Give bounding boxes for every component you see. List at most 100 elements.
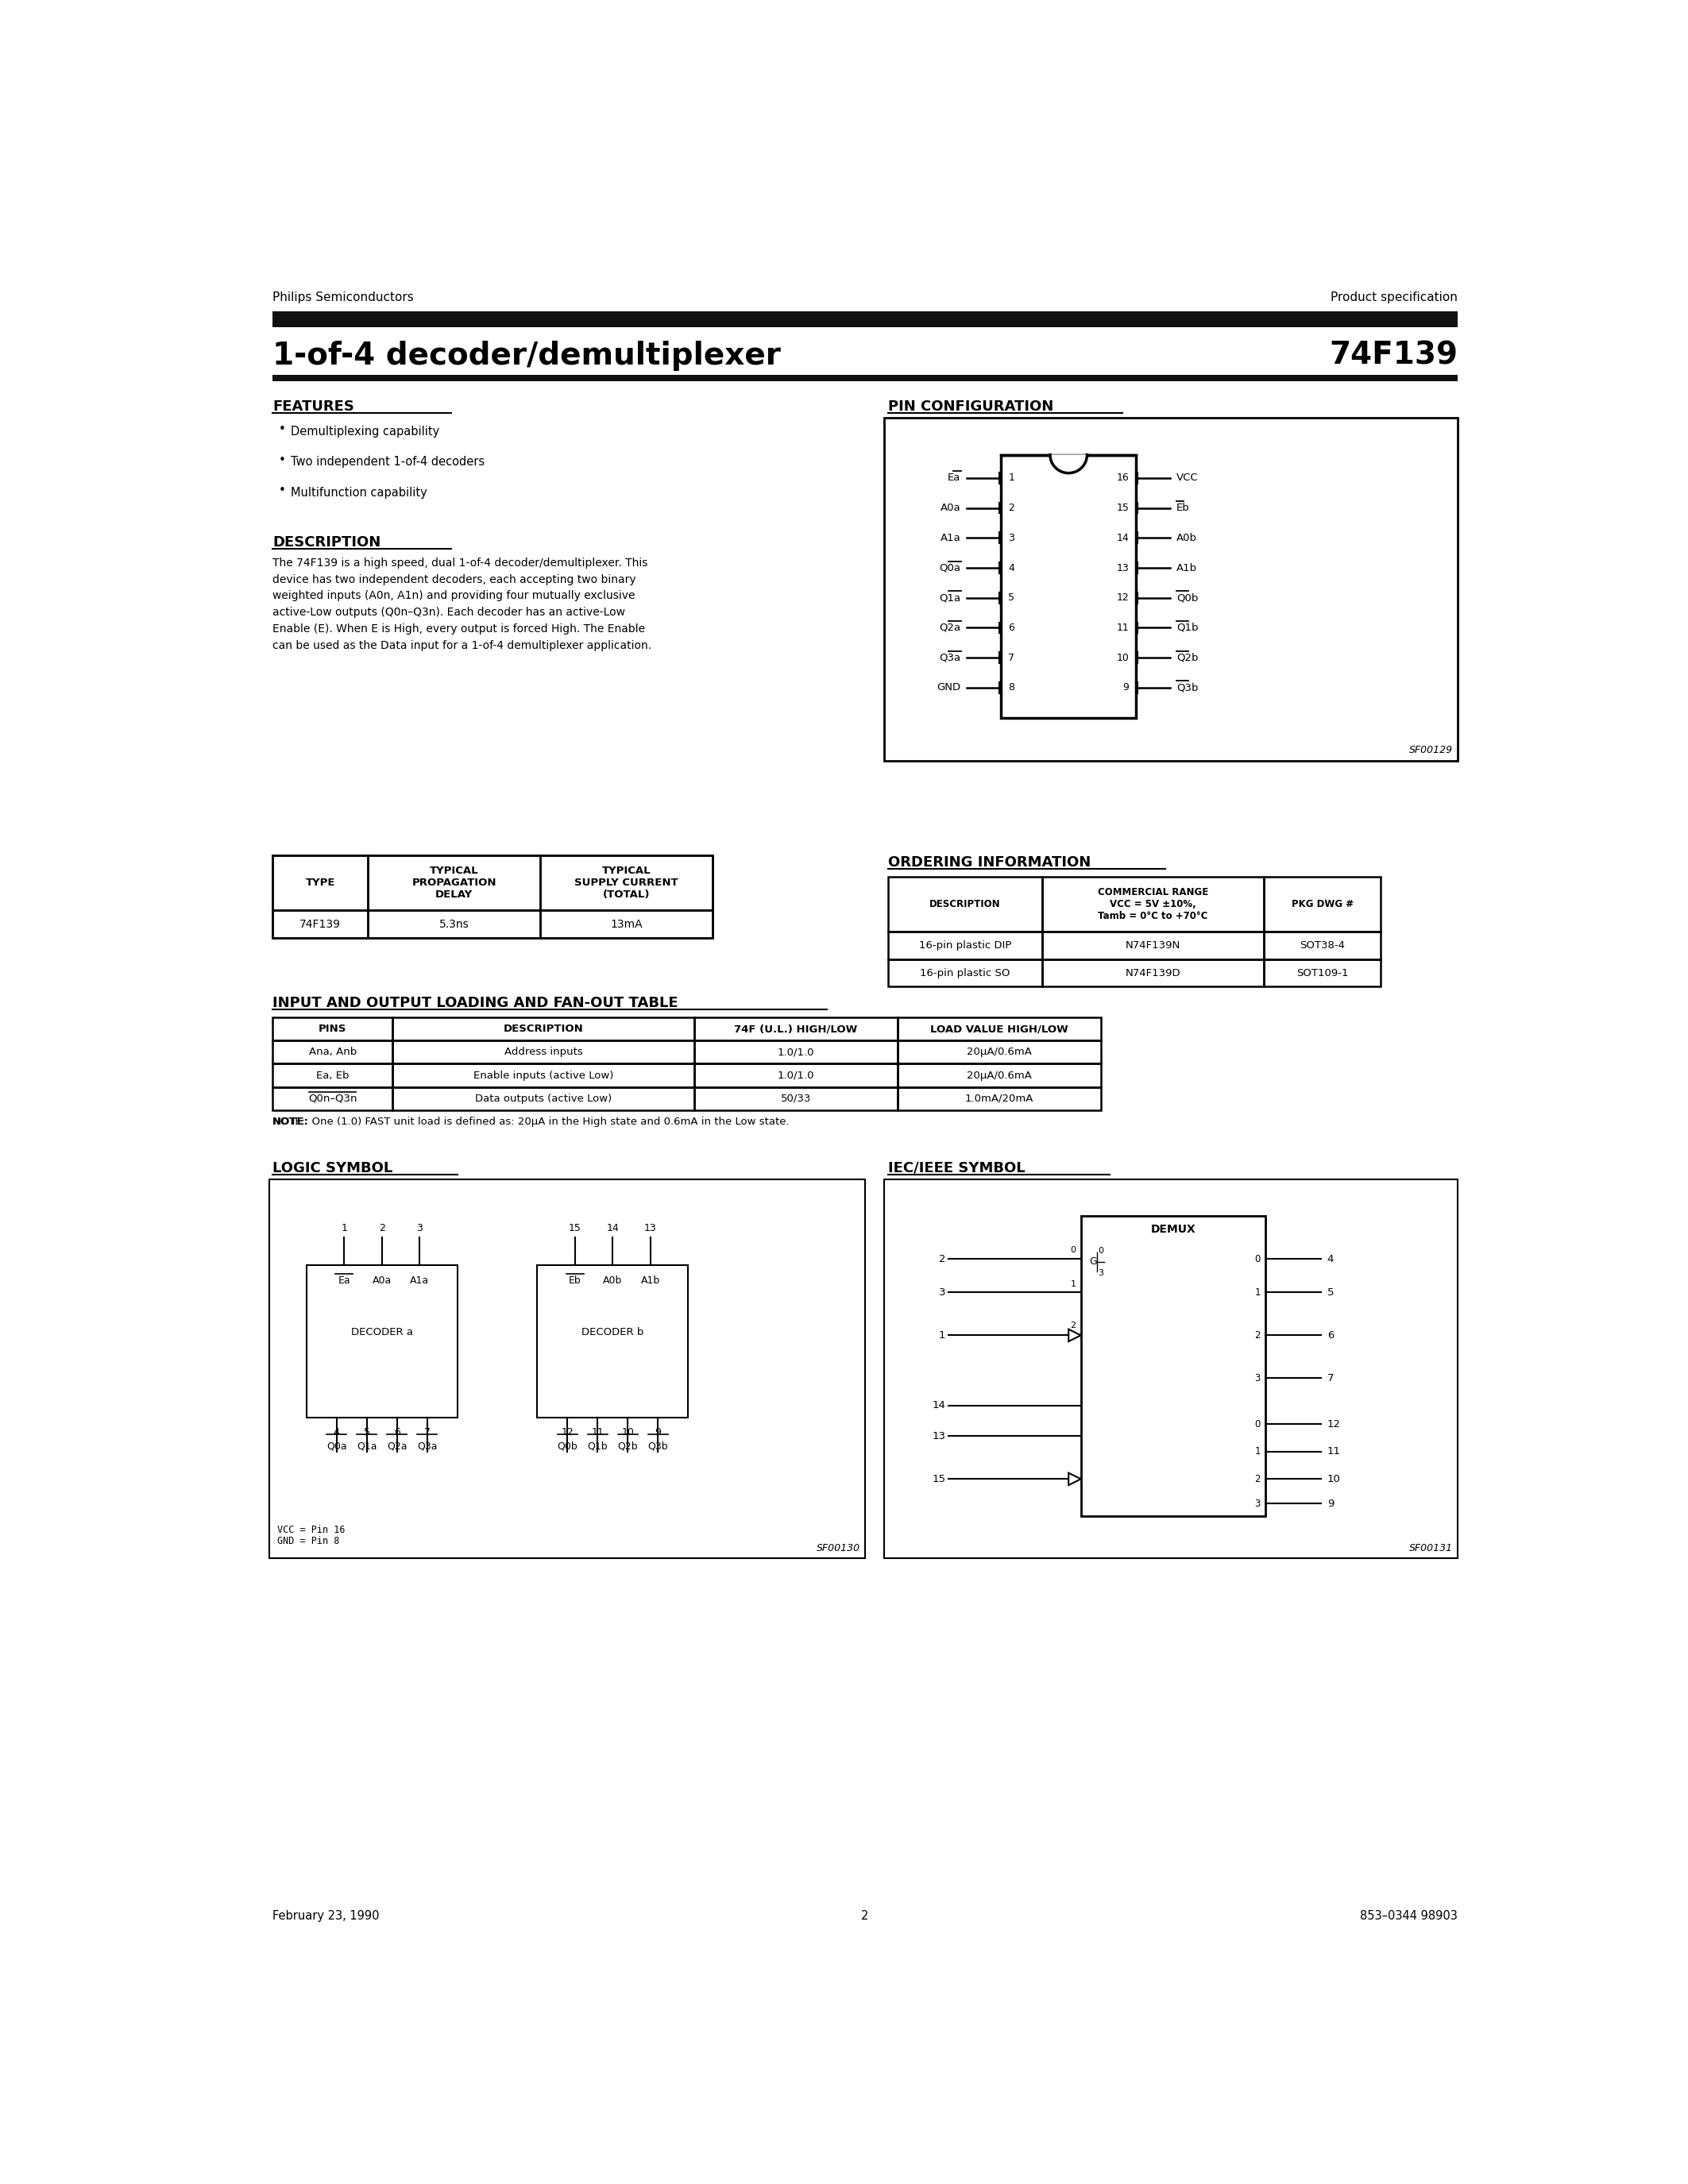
Text: 74F139: 74F139 xyxy=(1328,341,1458,371)
Bar xyxy=(1264,959,1381,987)
Text: 6: 6 xyxy=(1008,622,1014,633)
Text: 10: 10 xyxy=(621,1426,635,1437)
Text: FEATURES: FEATURES xyxy=(272,400,354,415)
Text: N74F139D: N74F139D xyxy=(1126,968,1180,978)
Text: Ea: Ea xyxy=(949,472,960,483)
Text: 1.0mA/20mA: 1.0mA/20mA xyxy=(966,1094,1033,1103)
Text: 74F (U.L.) HIGH/LOW: 74F (U.L.) HIGH/LOW xyxy=(734,1024,858,1033)
Text: 4: 4 xyxy=(334,1426,339,1437)
Bar xyxy=(1041,933,1264,959)
Text: LOAD VALUE HIGH/LOW: LOAD VALUE HIGH/LOW xyxy=(930,1024,1069,1033)
Text: 13: 13 xyxy=(1116,563,1129,572)
Text: NOTE:  One (1.0) FAST unit load is defined as: 20μA in the High state and 0.6mA : NOTE: One (1.0) FAST unit load is define… xyxy=(272,1116,790,1127)
Text: 14: 14 xyxy=(932,1400,945,1411)
Text: A0a: A0a xyxy=(371,1275,392,1286)
Bar xyxy=(272,1040,393,1064)
Text: 50/33: 50/33 xyxy=(780,1094,812,1103)
Text: 20μA/0.6mA: 20μA/0.6mA xyxy=(967,1046,1031,1057)
Bar xyxy=(1264,933,1381,959)
Bar xyxy=(393,1088,694,1109)
Text: Q0n–Q3n: Q0n–Q3n xyxy=(309,1094,358,1103)
Text: Eb: Eb xyxy=(1177,502,1190,513)
Bar xyxy=(272,376,1458,382)
Bar xyxy=(272,856,712,937)
Text: 1: 1 xyxy=(341,1223,348,1234)
Bar xyxy=(537,1265,689,1417)
Text: 16: 16 xyxy=(1116,472,1129,483)
Text: Ea: Ea xyxy=(338,1275,351,1286)
Bar xyxy=(885,1179,1458,1559)
Text: Q2b: Q2b xyxy=(618,1441,638,1452)
Text: TYPE: TYPE xyxy=(306,878,336,889)
Text: VCC = Pin 16: VCC = Pin 16 xyxy=(277,1524,344,1535)
Bar xyxy=(540,911,712,937)
Bar xyxy=(272,1088,393,1109)
Text: Q0a: Q0a xyxy=(326,1441,346,1452)
Text: 15: 15 xyxy=(1116,502,1129,513)
Bar xyxy=(694,1018,898,1040)
Bar xyxy=(272,911,368,937)
Text: 2: 2 xyxy=(861,1911,869,1922)
Text: TYPICAL
PROPAGATION
DELAY: TYPICAL PROPAGATION DELAY xyxy=(412,865,496,900)
Text: 16-pin plastic SO: 16-pin plastic SO xyxy=(920,968,1009,978)
Text: A0b: A0b xyxy=(603,1275,623,1286)
Text: 4: 4 xyxy=(1008,563,1014,572)
Text: 2: 2 xyxy=(1008,502,1014,513)
Text: 2: 2 xyxy=(1254,1474,1261,1485)
Bar xyxy=(272,310,1458,328)
Bar xyxy=(1041,876,1264,933)
Text: 9: 9 xyxy=(1123,684,1129,692)
Text: 7: 7 xyxy=(1008,653,1014,664)
Text: Eb: Eb xyxy=(569,1275,581,1286)
Bar xyxy=(694,1088,898,1109)
Text: INPUT AND OUTPUT LOADING AND FAN-OUT TABLE: INPUT AND OUTPUT LOADING AND FAN-OUT TAB… xyxy=(272,996,679,1011)
Text: can be used as the Data input for a 1-of-4 demultiplexer application.: can be used as the Data input for a 1-of… xyxy=(272,640,652,651)
Bar xyxy=(540,856,712,911)
Text: VCC: VCC xyxy=(1177,472,1198,483)
Text: 16-pin plastic DIP: 16-pin plastic DIP xyxy=(918,941,1011,950)
Bar xyxy=(393,1064,694,1088)
Text: 74F139: 74F139 xyxy=(300,919,341,930)
Text: A1a: A1a xyxy=(410,1275,429,1286)
Bar xyxy=(888,959,1041,987)
Text: 11: 11 xyxy=(1327,1446,1340,1457)
Text: 12: 12 xyxy=(560,1426,574,1437)
Text: Q3a: Q3a xyxy=(939,653,960,664)
Text: ORDERING INFORMATION: ORDERING INFORMATION xyxy=(888,856,1090,869)
Text: 853–0344 98903: 853–0344 98903 xyxy=(1361,1911,1458,1922)
Text: Q0b: Q0b xyxy=(557,1441,577,1452)
Text: 1: 1 xyxy=(939,1330,945,1341)
Text: 5: 5 xyxy=(363,1426,370,1437)
Text: 10: 10 xyxy=(1327,1474,1340,1485)
Text: 14: 14 xyxy=(606,1223,619,1234)
Text: TYPICAL
SUPPLY CURRENT
(TOTAL): TYPICAL SUPPLY CURRENT (TOTAL) xyxy=(574,865,679,900)
Text: 7: 7 xyxy=(1327,1374,1334,1382)
Bar xyxy=(368,911,540,937)
Text: Q2a: Q2a xyxy=(387,1441,407,1452)
Bar xyxy=(694,1064,898,1088)
Text: 14: 14 xyxy=(1116,533,1129,544)
Text: 12: 12 xyxy=(1327,1420,1340,1428)
Text: active-Low outputs (Q0n–Q3n). Each decoder has an active-Low: active-Low outputs (Q0n–Q3n). Each decod… xyxy=(272,607,625,618)
Text: A1b: A1b xyxy=(1177,563,1197,572)
Text: 11: 11 xyxy=(1116,622,1129,633)
Text: Q0a: Q0a xyxy=(940,563,960,572)
Text: 9: 9 xyxy=(1327,1498,1334,1509)
Text: 3: 3 xyxy=(1254,1374,1261,1382)
Bar xyxy=(898,1040,1101,1064)
Text: 6: 6 xyxy=(393,1426,400,1437)
Bar xyxy=(885,417,1458,760)
Text: Q3a: Q3a xyxy=(417,1441,437,1452)
Text: 0: 0 xyxy=(1070,1247,1075,1254)
Bar xyxy=(270,1179,866,1559)
Text: PIN CONFIGURATION: PIN CONFIGURATION xyxy=(888,400,1053,415)
Text: Philips Semiconductors: Philips Semiconductors xyxy=(272,290,414,304)
Bar xyxy=(888,876,1041,933)
Text: 20μA/0.6mA: 20μA/0.6mA xyxy=(967,1070,1031,1081)
Text: Product specification: Product specification xyxy=(1330,290,1458,304)
Text: 5.3ns: 5.3ns xyxy=(439,919,469,930)
Text: PINS: PINS xyxy=(319,1024,346,1033)
Text: 7: 7 xyxy=(424,1426,430,1437)
Text: 5: 5 xyxy=(1008,592,1014,603)
Text: •: • xyxy=(279,424,285,435)
